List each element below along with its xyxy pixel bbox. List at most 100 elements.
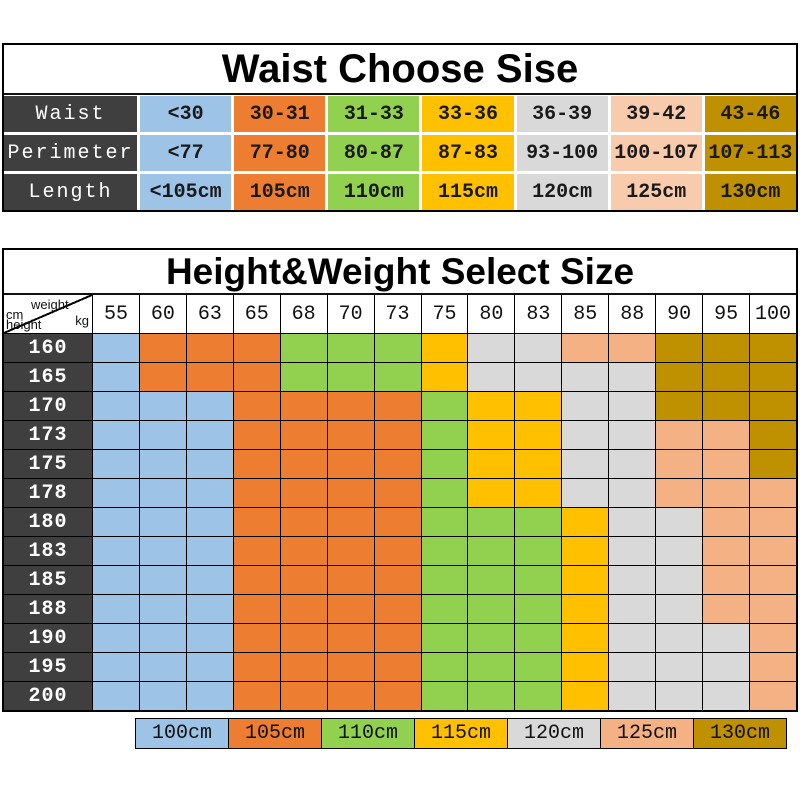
size-grid-cell-blue (186, 624, 233, 652)
height-label-cell: 160 (4, 334, 92, 362)
size-grid-cell-green (468, 508, 515, 536)
size-grid-cell-blue (186, 450, 233, 478)
size-grid-cell-gray (609, 508, 656, 536)
size-grid-cell-orange (327, 450, 374, 478)
waist-value-cell: 125cm (610, 174, 702, 210)
size-grid-cell-peach (562, 334, 609, 362)
size-grid-cell-green (468, 595, 515, 623)
size-grid-cell-orange (280, 508, 327, 536)
size-grid-cell-blue (93, 653, 139, 681)
height-label-cell: 190 (4, 624, 92, 652)
size-grid-cell-blue (186, 479, 233, 507)
waist-value-cell: 36-39 (516, 96, 608, 132)
size-grid-cell-gray (609, 682, 656, 710)
size-grid-cell-green (280, 334, 327, 362)
size-grid-cell-gray (656, 624, 703, 652)
size-grid-cell-orange (327, 392, 374, 420)
size-grid-cell-orange (374, 595, 421, 623)
height-label-cell: 173 (4, 421, 92, 449)
size-grid-cell-orange (280, 392, 327, 420)
size-grid-cell-gold (656, 334, 703, 362)
size-grid-cell-peach (656, 479, 703, 507)
waist-table: Waist Choose Sise Waist <30 30-31 31-33 33-3… (2, 43, 798, 212)
size-grid-cell-blue (139, 450, 186, 478)
height-label-cell: 180 (4, 508, 92, 536)
size-grid-cell-green (515, 653, 562, 681)
size-grid-cell-orange (233, 392, 280, 420)
size-grid-cell-peach (750, 653, 796, 681)
size-grid-cell-gray (609, 363, 656, 391)
size-grid-cell-peach (703, 508, 750, 536)
size-grid-cell-gray (515, 363, 562, 391)
waist-value-cell: <30 (140, 96, 232, 132)
waist-row-label: Length (4, 174, 137, 210)
size-grid-cell-gray (562, 479, 609, 507)
size-grid-cell-orange (374, 392, 421, 420)
size-grid-cell-orange (374, 450, 421, 478)
size-grid-cell-orange (327, 421, 374, 449)
size-grid-cell-yellow (421, 334, 468, 362)
weight-header-cell: 80 (468, 295, 515, 333)
size-grid-cell-yellow (468, 392, 515, 420)
size-grid-cell-orange (280, 450, 327, 478)
size-grid-cell-blue (139, 566, 186, 594)
size-grid-cell-orange (186, 363, 233, 391)
weight-header-cell: 100 (750, 295, 796, 333)
kg-unit-label: kg (75, 313, 89, 328)
size-grid-cell-yellow (421, 363, 468, 391)
height-label-cell: 195 (4, 653, 92, 681)
size-grid-cell-peach (703, 479, 750, 507)
size-grid-cell-blue (139, 537, 186, 565)
size-grid-cell-gray (562, 421, 609, 449)
waist-value-cell: 105cm (234, 174, 326, 210)
size-grid-cell-orange (327, 479, 374, 507)
size-grid-cell-green (421, 682, 468, 710)
size-grid-cell-blue (186, 508, 233, 536)
size-grid-cell-gray (609, 479, 656, 507)
height-label-cell: 188 (4, 595, 92, 623)
waist-value-cell: 43-46 (704, 96, 796, 132)
size-grid-cell-green (421, 537, 468, 565)
legend-item: 115cm (415, 719, 507, 748)
size-grid-cell-green (421, 595, 468, 623)
size-grid-cell-blue (93, 682, 139, 710)
weight-header-cell: 63 (186, 295, 233, 333)
size-grid-cell-blue (139, 421, 186, 449)
size-grid-cell-gray (468, 334, 515, 362)
waist-row-label: Waist (4, 96, 137, 132)
size-grid-cell-green (515, 508, 562, 536)
size-grid-cell-orange (280, 566, 327, 594)
size-grid-cell-gray (656, 508, 703, 536)
size-grid-cell-gray (656, 566, 703, 594)
size-grid-cell-peach (750, 508, 796, 536)
size-grid-cell-orange (233, 421, 280, 449)
size-grid-cell-gold (656, 392, 703, 420)
weight-header-cell: 70 (327, 295, 374, 333)
size-grid-cell-green (421, 421, 468, 449)
weight-header-cell: 73 (374, 295, 421, 333)
size-grid-cell-yellow (562, 624, 609, 652)
size-grid-cell-gray (656, 537, 703, 565)
waist-value-cell: <105cm (140, 174, 232, 210)
size-grid-cell-gray (656, 653, 703, 681)
size-grid-cell-orange (374, 682, 421, 710)
size-grid-cell-blue (93, 392, 139, 420)
legend-item: 100cm (136, 719, 228, 748)
size-grid-cell-blue (93, 363, 139, 391)
size-color-legend: 100cm 105cm 110cm 115cm 120cm 125cm 130cm (135, 718, 787, 749)
size-grid-cell-orange (280, 479, 327, 507)
size-grid-cell-orange (233, 566, 280, 594)
size-grid-cell-green (374, 334, 421, 362)
size-grid-cell-orange (280, 624, 327, 652)
size-grid-cell-orange (374, 566, 421, 594)
size-grid-cell-yellow (562, 537, 609, 565)
size-grid-cell-yellow (562, 595, 609, 623)
size-grid-cell-orange (374, 624, 421, 652)
weight-header-cell: 88 (609, 295, 656, 333)
size-grid-cell-gold (703, 334, 750, 362)
size-grid-cell-gold (656, 363, 703, 391)
legend-item: 130cm (694, 719, 786, 748)
size-grid-cell-orange (374, 537, 421, 565)
size-grid-cell-gray (609, 595, 656, 623)
